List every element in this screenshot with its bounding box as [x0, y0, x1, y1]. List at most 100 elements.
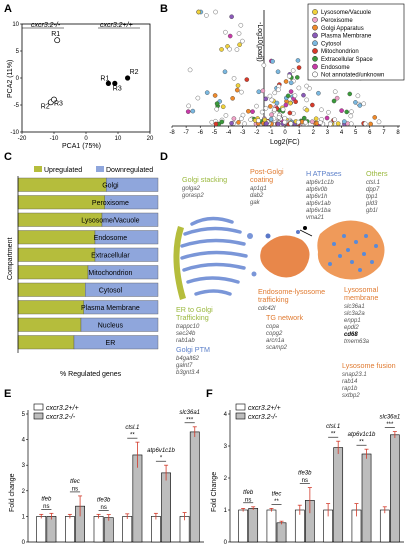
pca-xlabel: PCA1 (75%) — [62, 143, 101, 150]
gene-name: atp6v1ab — [306, 201, 331, 207]
bar-ko — [46, 516, 57, 543]
bar-wt — [238, 509, 248, 543]
volcano-point — [195, 95, 201, 101]
legend-label: Cytosol — [321, 41, 341, 47]
volcano-point — [237, 42, 242, 47]
bar-downregulated — [101, 212, 159, 227]
volcano-legend: Lysosome/Vacuole Peroxisome Golgi Apparatu… — [307, 3, 405, 81]
volcano-point — [349, 121, 354, 127]
volcano-point — [213, 9, 218, 15]
bar-downregulated — [104, 195, 159, 210]
volcano-point — [234, 87, 240, 93]
volcano-point — [219, 47, 224, 52]
volcano-point — [348, 113, 354, 119]
volcano-point — [267, 93, 273, 99]
volcano-point — [328, 121, 333, 127]
legend-marker — [312, 55, 318, 62]
golgi-stack-illustration — [180, 216, 248, 296]
compartment-label: Plasma Membrane — [81, 305, 140, 312]
volcano-point — [240, 38, 245, 44]
volcano-point — [269, 97, 275, 103]
gene-name: gb1l — [366, 208, 378, 214]
volcano-point — [242, 121, 247, 126]
gene-name: cd68 — [344, 332, 358, 338]
panel-c-bars: Upregulated Downregulated Compartment % … — [7, 166, 159, 378]
legend-swatch-ko — [235, 412, 246, 420]
volcano-point — [236, 120, 241, 125]
volcano-point — [204, 13, 209, 18]
gene-name: tmem63a — [344, 339, 370, 345]
bar-ko — [361, 453, 372, 543]
significance-label: ns — [72, 486, 78, 492]
legend-label: Golgi Apparatus — [321, 26, 364, 32]
gene-name: b4galt62 — [176, 356, 200, 362]
legend-box — [307, 3, 405, 81]
compartment-label: Peroxisome — [92, 200, 129, 207]
vesicle — [251, 271, 257, 277]
bar-wt — [122, 516, 133, 543]
pca-point-wt — [125, 75, 131, 81]
x-tick-label: 2 — [312, 130, 316, 136]
y-axis-label: Fold change — [9, 473, 16, 512]
volcano-point — [372, 115, 377, 120]
volcano-point — [236, 31, 242, 36]
er-illustration — [173, 226, 186, 300]
gene-label: ctsl.1 — [125, 425, 139, 431]
volcano-point — [319, 107, 324, 113]
volcano-point — [264, 121, 269, 126]
group-label-minus: cxcr3.2-/- — [31, 22, 61, 29]
category-title: Lysosomal — [344, 285, 378, 294]
significance-label: * — [160, 456, 163, 462]
bar-ko — [132, 454, 143, 543]
volcano-point — [347, 91, 353, 97]
bar-wt — [36, 516, 47, 543]
volcano-point — [295, 58, 301, 63]
volcano-point — [301, 115, 307, 121]
gene-name: galnt7 — [176, 363, 193, 369]
pca-point-ko — [54, 37, 61, 44]
panel-label-f: F — [206, 388, 213, 400]
volcano-point — [213, 121, 219, 127]
pca-points: R1 R2 R3 R1 R3 R2 — [41, 31, 139, 110]
y-axis-label: Fold Change — [211, 472, 218, 512]
gene-name: rab1ab — [176, 338, 195, 344]
vesicle — [303, 226, 307, 230]
category-title: Lysosome fusion — [342, 361, 396, 370]
gene-label: tfe3b — [97, 497, 111, 503]
bar-downregulated — [105, 177, 159, 192]
volcano-point — [222, 69, 228, 75]
volcano-point — [332, 117, 337, 122]
volcano-point — [261, 63, 267, 68]
volcano-point — [239, 89, 244, 95]
endosome-illustration — [260, 235, 310, 278]
volcano-point — [272, 90, 278, 96]
gene-name: atp6v1ba — [306, 208, 331, 214]
y-tick-label: 4 — [224, 412, 228, 418]
bar-upregulated — [17, 317, 82, 332]
gene-label: atp6v1c1b — [147, 448, 175, 454]
volcano-point — [304, 83, 309, 89]
gene-name: tpp1 — [366, 194, 378, 200]
volcano-point — [339, 108, 344, 113]
volcano-point — [275, 69, 281, 75]
volcano-point — [263, 105, 269, 111]
pca-frame — [21, 23, 151, 133]
gene-name: cdc42l — [258, 306, 276, 312]
gene-name: scamp2 — [266, 345, 288, 351]
legend-label: Lysosome/Vacuole — [321, 10, 372, 16]
compartment-bars: Golgi Peroxisome Lysosome/Vacuole Endosome E… — [17, 176, 159, 353]
legend-marker — [312, 71, 318, 78]
volcano-point — [304, 107, 310, 113]
gene-name: epdl2 — [344, 325, 359, 331]
volcano-point — [209, 119, 215, 125]
category-title: TG network — [266, 313, 304, 322]
vesicle — [265, 233, 271, 239]
volcano-point — [227, 33, 233, 39]
gene-label: slc36a1 — [379, 415, 400, 421]
bar-ko — [189, 431, 200, 543]
y-tick-label: -10 — [10, 130, 19, 136]
volcano-ylabel: -Log10(padj) — [256, 22, 263, 62]
bar-upregulated — [17, 265, 89, 280]
volcano-point — [304, 97, 309, 103]
